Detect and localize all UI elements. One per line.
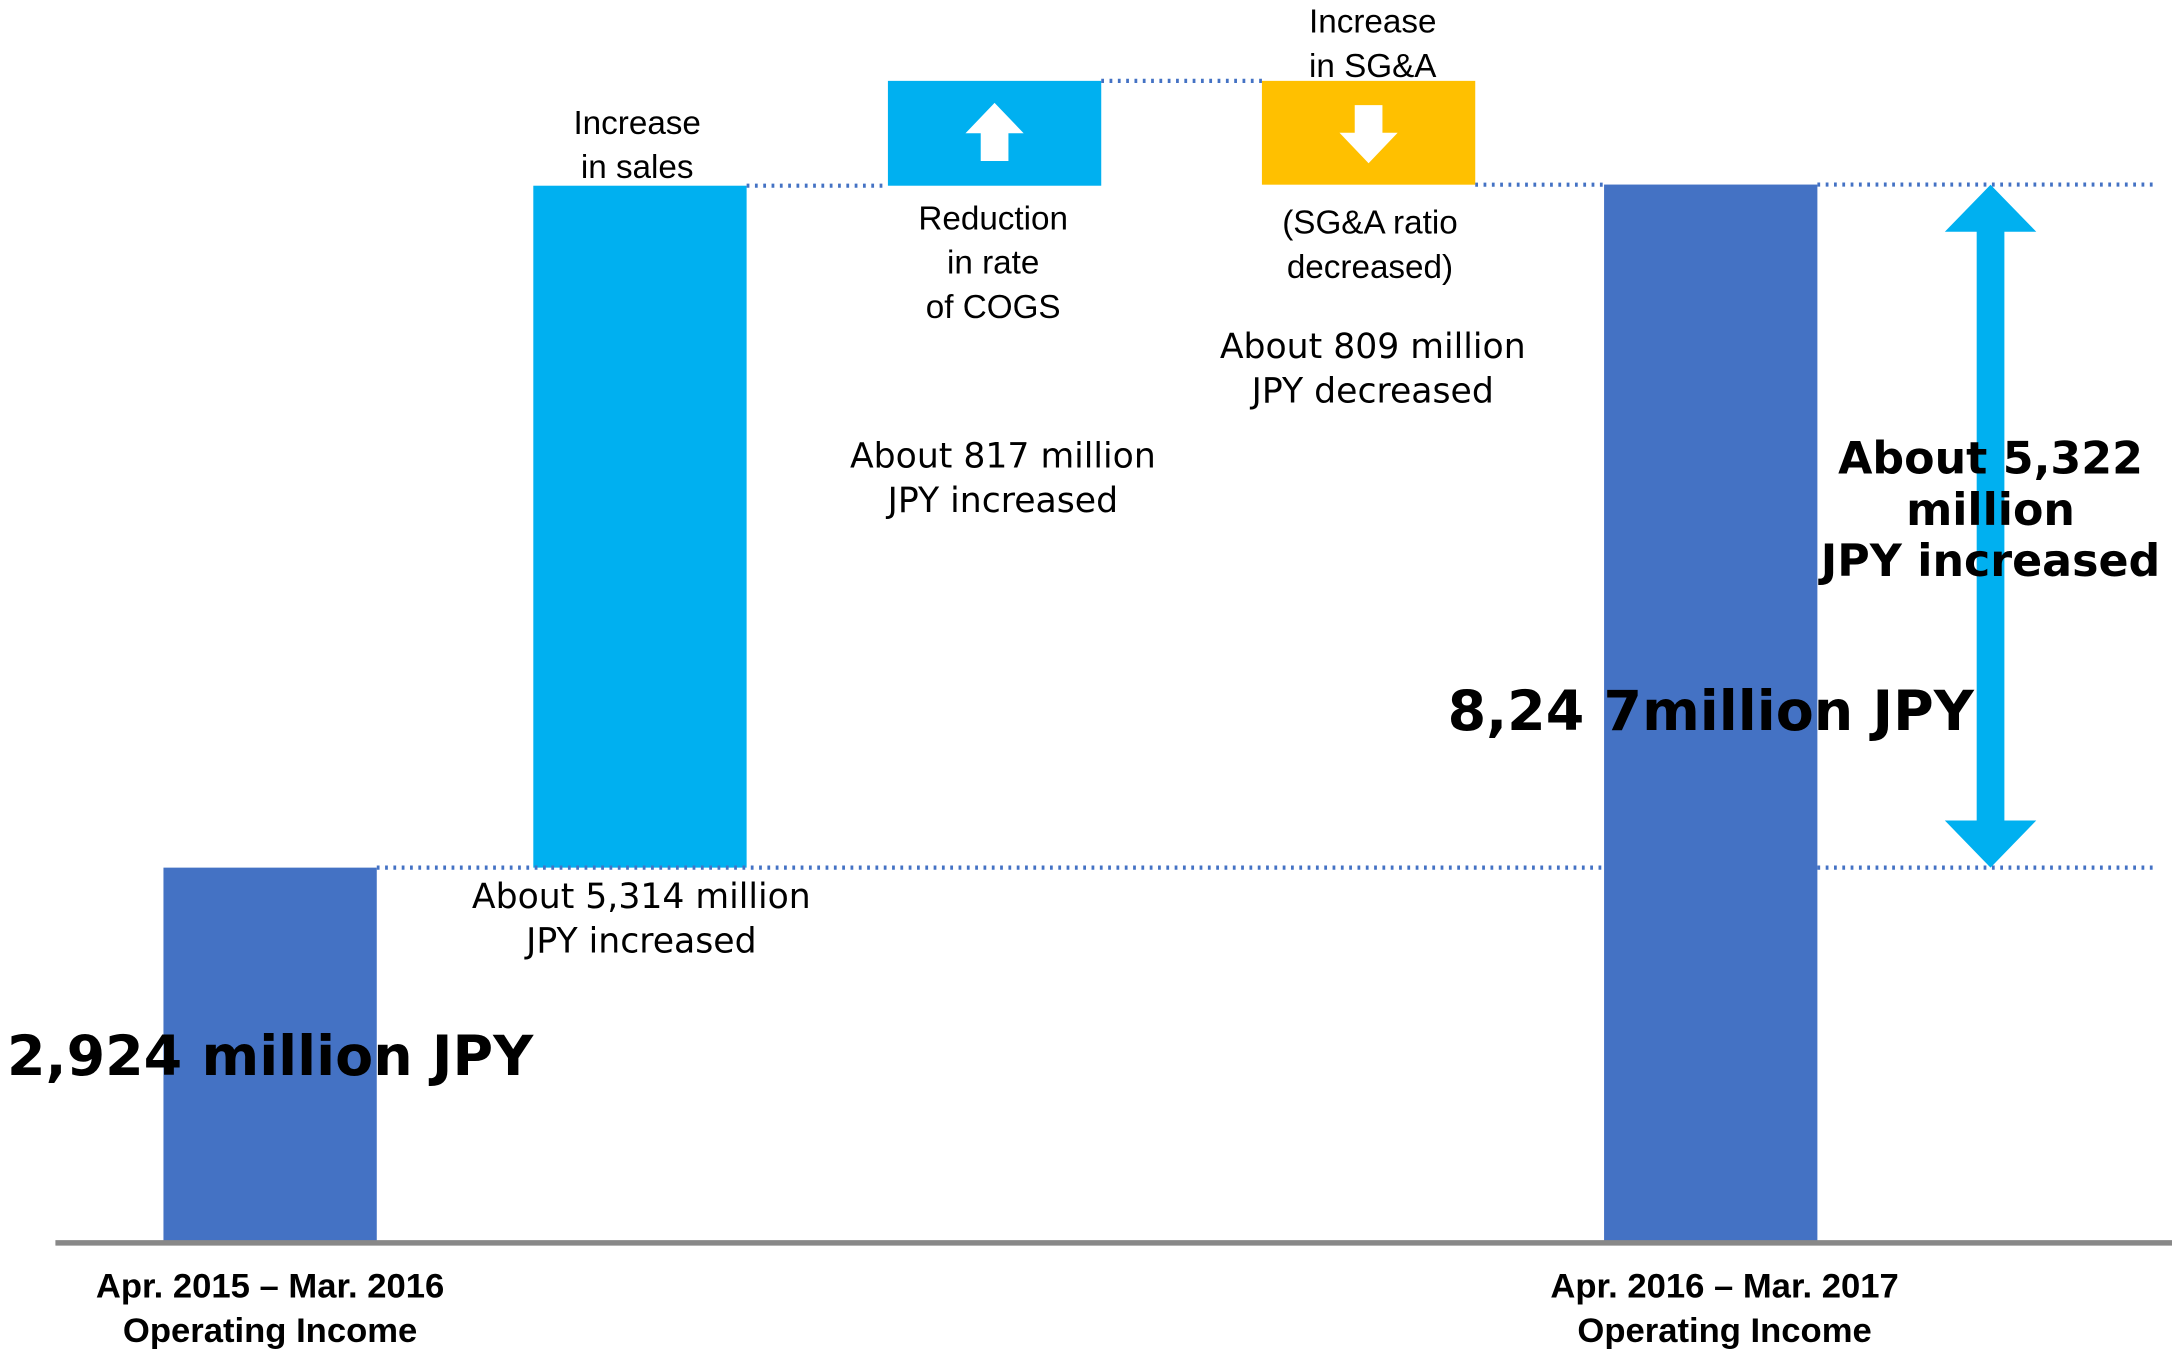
category-label: Reduction <box>918 200 1068 237</box>
category-label: Increase <box>1309 4 1436 41</box>
annotation: million <box>1906 485 2075 536</box>
total-arrow <box>1944 184 2037 868</box>
bar <box>163 867 377 1243</box>
value-label: About 817 million <box>850 436 1156 476</box>
bar <box>1604 184 1818 1243</box>
category-label: Operating Income <box>1577 1312 1871 1350</box>
category-label: Operating Income <box>123 1312 417 1350</box>
arrow-icon <box>1339 105 1398 164</box>
category-label: Apr. 2015 – Mar. 2016 <box>96 1268 444 1306</box>
annotation: About 5,322 <box>1838 434 2143 485</box>
value-label: 2,924 million JPY <box>7 1025 534 1089</box>
category-label: of COGS <box>926 289 1061 326</box>
value-label: About 5,314 million <box>472 877 811 917</box>
annotation: (SG&A ratio <box>1282 205 1457 242</box>
annotation: JPY increased <box>1818 536 2160 587</box>
category-label: in sales <box>581 149 694 186</box>
value-label: About 809 million <box>1220 327 1526 367</box>
value-label: JPY increased <box>524 921 756 961</box>
value-label: JPY decreased <box>1250 371 1494 411</box>
bar <box>533 185 747 868</box>
arrow-icon <box>965 102 1024 161</box>
category-label: Increase <box>573 105 700 142</box>
category-label: Apr. 2016 – Mar. 2017 <box>1550 1268 1898 1306</box>
value-label: JPY increased <box>886 481 1118 521</box>
value-label: 8,24 7million JPY <box>1448 680 1975 744</box>
category-label: in rate <box>947 245 1039 282</box>
category-label: in SG&A <box>1309 48 1437 85</box>
annotation: decreased) <box>1287 249 1453 286</box>
